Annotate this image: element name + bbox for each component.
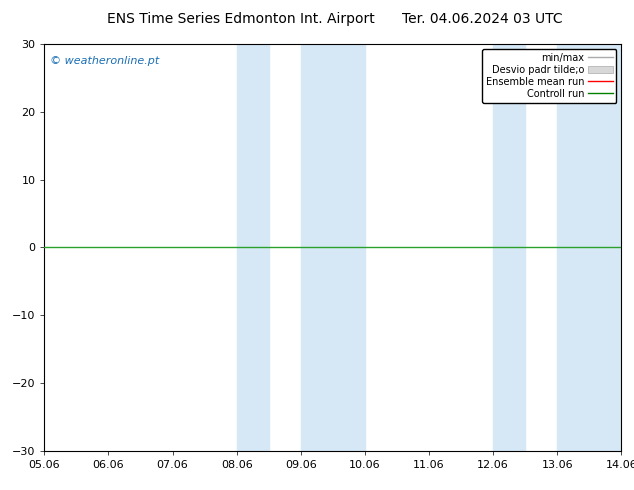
- Legend: min/max, Desvio padr tilde;o, Ensemble mean run, Controll run: min/max, Desvio padr tilde;o, Ensemble m…: [482, 49, 616, 102]
- Bar: [301, 44, 365, 451]
- Text: Ter. 04.06.2024 03 UTC: Ter. 04.06.2024 03 UTC: [401, 12, 562, 26]
- Bar: [557, 44, 621, 451]
- Text: ENS Time Series Edmonton Int. Airport: ENS Time Series Edmonton Int. Airport: [107, 12, 375, 26]
- Bar: [236, 44, 269, 451]
- Text: © weatheronline.pt: © weatheronline.pt: [50, 56, 159, 66]
- Bar: [493, 44, 525, 451]
